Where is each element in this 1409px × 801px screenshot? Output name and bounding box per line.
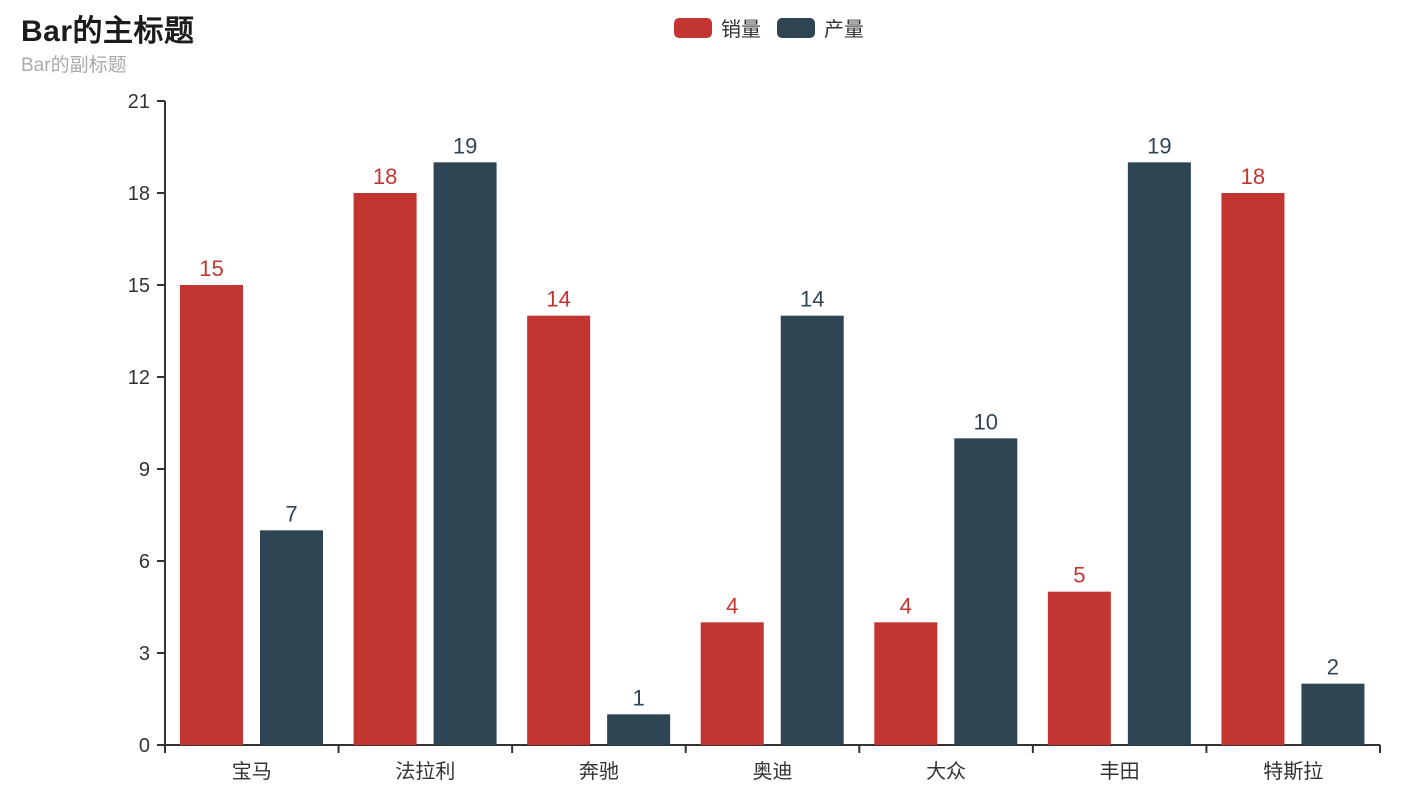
bar-value-label: 1 xyxy=(633,685,645,710)
bar-0-1[interactable] xyxy=(353,193,417,745)
bar-value-label: 19 xyxy=(1147,133,1171,158)
x-category-label: 大众 xyxy=(926,760,966,783)
bar-value-label: 15 xyxy=(199,256,223,281)
bar-0-0[interactable] xyxy=(180,285,243,745)
chart-subtitle: Bar的副标题 xyxy=(21,55,127,76)
bar-value-label: 4 xyxy=(900,593,912,618)
bar-value-label: 18 xyxy=(373,164,397,189)
y-tick-label: 18 xyxy=(128,183,150,205)
bar-value-label: 7 xyxy=(285,501,297,526)
bar-value-label: 2 xyxy=(1327,655,1339,680)
y-tick-label: 21 xyxy=(128,91,150,113)
legend-item-1[interactable]: 产量 xyxy=(777,13,864,42)
bar-1-0[interactable] xyxy=(260,530,323,745)
bar-value-label: 14 xyxy=(546,287,570,312)
bar-0-3[interactable] xyxy=(700,622,764,745)
x-category-label: 奥迪 xyxy=(753,760,793,783)
bar-1-6[interactable] xyxy=(1301,683,1365,745)
bar-1-2[interactable] xyxy=(607,714,671,745)
x-category-label: 法拉利 xyxy=(395,760,455,783)
bar-value-label: 10 xyxy=(974,409,998,434)
y-tick-label: 6 xyxy=(139,551,150,573)
bar-1-5[interactable] xyxy=(1127,162,1191,746)
chart-title: Bar的主标题 xyxy=(21,15,195,48)
y-tick-label: 0 xyxy=(139,735,150,757)
bar-0-4[interactable] xyxy=(874,622,938,745)
y-tick-label: 3 xyxy=(139,643,150,665)
bar-value-label: 5 xyxy=(1073,563,1085,588)
bar-0-2[interactable] xyxy=(527,315,591,745)
x-category-label: 丰田 xyxy=(1100,760,1140,783)
legend-swatch-icon xyxy=(674,17,712,38)
legend-item-0[interactable]: 销量 xyxy=(674,13,761,42)
bar-1-4[interactable] xyxy=(954,438,1018,745)
y-tick-label: 9 xyxy=(139,459,150,481)
y-tick-label: 15 xyxy=(128,275,150,297)
bar-1-1[interactable] xyxy=(433,162,497,746)
bar-value-label: 4 xyxy=(726,593,738,618)
legend-swatch-icon xyxy=(777,17,815,38)
legend: 销量 产量 xyxy=(674,13,864,42)
bar-value-label: 18 xyxy=(1241,164,1265,189)
bar-0-5[interactable] xyxy=(1047,591,1111,745)
x-category-label: 奔驰 xyxy=(579,760,619,783)
x-category-label: 宝马 xyxy=(232,760,272,783)
legend-label: 产量 xyxy=(824,19,864,41)
legend-label: 销量 xyxy=(721,19,761,41)
bar-value-label: 14 xyxy=(800,287,824,312)
bar-0-6[interactable] xyxy=(1221,193,1285,745)
x-category-label: 特斯拉 xyxy=(1263,760,1323,783)
bar-value-label: 19 xyxy=(453,133,477,158)
y-tick-label: 12 xyxy=(128,367,150,389)
bar-1-3[interactable] xyxy=(780,315,844,745)
